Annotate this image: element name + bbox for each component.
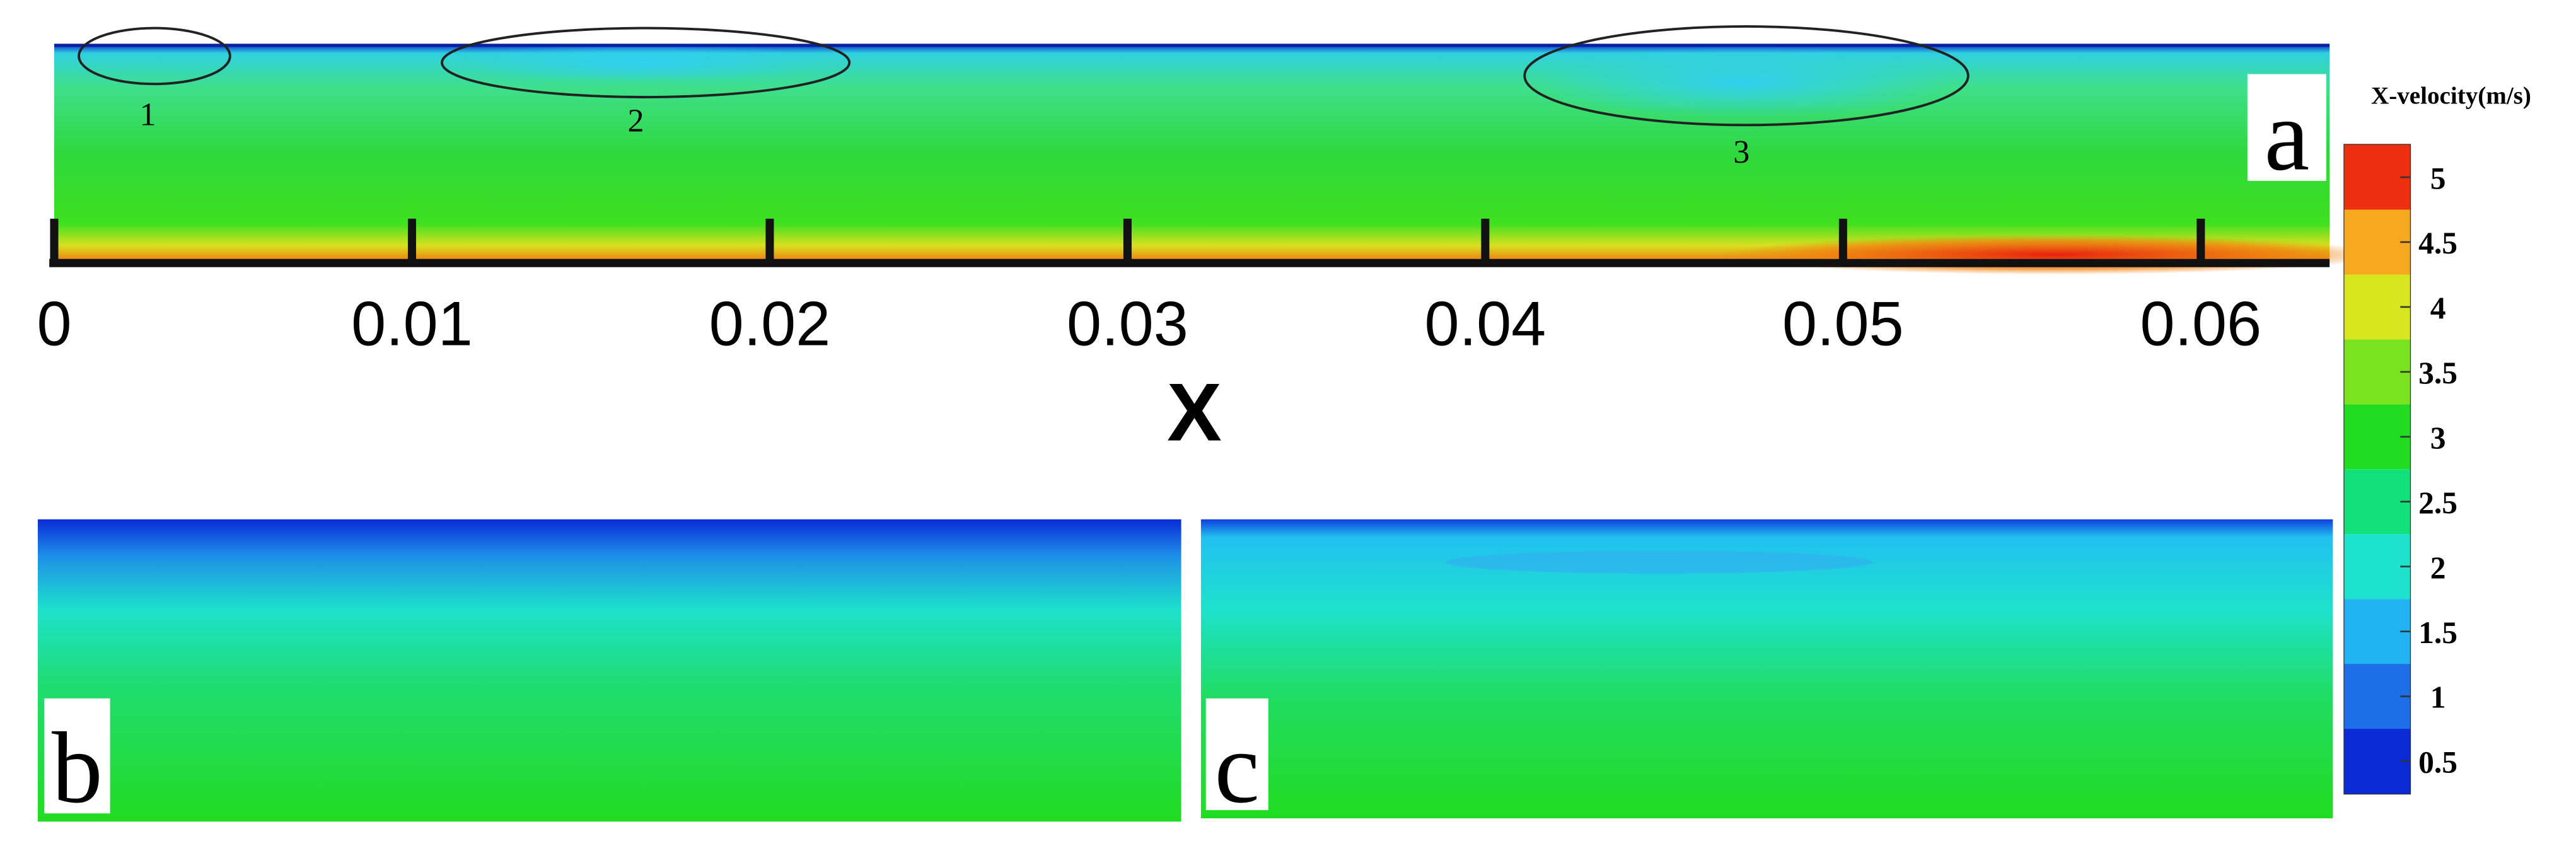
colorbar-tick-label: 2.5 xyxy=(2418,485,2457,520)
colorbar-tick-label: 4 xyxy=(2430,291,2446,325)
colorbar-band xyxy=(2344,209,2410,275)
annotation: 1 xyxy=(139,96,156,132)
contour-cyan xyxy=(1528,46,1955,119)
x-tick-label: 0.01 xyxy=(351,289,473,359)
colorbar-tick-label: 3 xyxy=(2430,421,2446,455)
colorbar-tick-label: 4.5 xyxy=(2418,226,2457,260)
x-tick-label: 0.02 xyxy=(709,289,831,359)
colorbar-tick-label: 2 xyxy=(2430,550,2446,585)
annotation: 2 xyxy=(627,103,644,139)
colorbar-title: X-velocity(m/s) xyxy=(2371,82,2531,109)
x-axis-title: X xyxy=(1167,366,1222,458)
colorbar-tick-label: 1 xyxy=(2430,680,2446,715)
colorbar-band xyxy=(2344,728,2410,794)
label-box xyxy=(1205,698,1268,810)
x-tick-label: 0.06 xyxy=(2140,289,2261,359)
colorbar-band xyxy=(2344,404,2410,470)
highlight xyxy=(78,26,231,86)
colorbar-tick-label: 1.5 xyxy=(2418,615,2457,650)
colorbar-band xyxy=(2344,144,2410,210)
contour-cyan xyxy=(1446,550,1873,574)
highlight xyxy=(1523,25,1970,127)
colorbar-tick-label: 3.5 xyxy=(2418,356,2457,390)
x-tick-label: 0.03 xyxy=(1067,289,1188,359)
colorbar-band xyxy=(2344,339,2410,405)
contour-b xyxy=(37,519,1181,822)
label-box xyxy=(44,698,110,814)
label-box xyxy=(2247,74,2326,181)
panel-label: a xyxy=(2265,79,2310,192)
highlight xyxy=(441,26,851,98)
colorbar-band xyxy=(2344,469,2410,535)
panel-label: b xyxy=(52,711,103,824)
contour-a xyxy=(54,44,2330,264)
contour-cyan xyxy=(460,43,821,83)
colorbar-tick-label: 0.5 xyxy=(2418,745,2457,780)
x-tick-label: 0.04 xyxy=(1425,289,1546,359)
colorbar-band xyxy=(2344,274,2410,340)
colorbar-band xyxy=(2344,534,2410,600)
colorbar-tick-label: 5 xyxy=(2430,161,2446,195)
panel-label: c xyxy=(1214,711,1260,824)
contour-hot xyxy=(1725,235,2382,275)
colorbar-band xyxy=(2344,599,2410,664)
colorbar-band xyxy=(2344,664,2410,729)
x-tick-label: 0.05 xyxy=(1782,289,1904,359)
annotation: 3 xyxy=(1733,134,1749,170)
x-tick-label: 0 xyxy=(37,289,71,359)
